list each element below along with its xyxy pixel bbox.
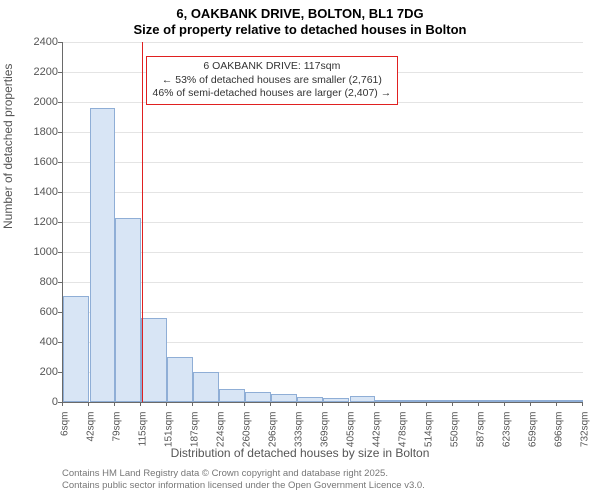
x-tick-mark	[296, 402, 297, 406]
histogram-bar	[531, 400, 557, 402]
y-tick-label: 1400	[18, 186, 58, 198]
callout-line-2: ← 53% of detached houses are smaller (2,…	[153, 74, 392, 88]
x-tick-mark	[374, 402, 375, 406]
histogram-bar	[90, 108, 116, 402]
histogram-bar	[479, 400, 505, 402]
histogram-bar	[453, 400, 479, 402]
x-tick-mark	[270, 402, 271, 406]
x-tick-mark	[530, 402, 531, 406]
y-tick-label: 2200	[18, 66, 58, 78]
x-tick-mark	[504, 402, 505, 406]
callout-line-3: 46% of semi-detached houses are larger (…	[153, 87, 392, 101]
y-tick-mark	[58, 162, 62, 163]
y-tick-label: 800	[18, 276, 58, 288]
x-tick-mark	[114, 402, 115, 406]
x-tick-mark	[582, 402, 583, 406]
y-tick-label: 400	[18, 336, 58, 348]
y-tick-label: 600	[18, 306, 58, 318]
histogram-bar	[219, 389, 245, 403]
y-tick-label: 1600	[18, 156, 58, 168]
histogram-bar	[141, 318, 167, 402]
histogram-bar	[401, 400, 427, 402]
y-axis-label: Number of detached properties	[1, 64, 15, 229]
x-tick-mark	[452, 402, 453, 406]
histogram-bar	[350, 396, 376, 402]
chart-title-main: 6, OAKBANK DRIVE, BOLTON, BL1 7DG	[0, 6, 600, 21]
histogram-bar	[245, 392, 271, 402]
histogram-bar	[297, 397, 323, 402]
histogram-bar	[505, 400, 531, 402]
y-tick-label: 1800	[18, 126, 58, 138]
y-tick-mark	[58, 222, 62, 223]
histogram-bar	[323, 398, 349, 402]
property-size-chart: 6, OAKBANK DRIVE, BOLTON, BL1 7DG Size o…	[0, 0, 600, 500]
y-tick-label: 2400	[18, 36, 58, 48]
footer-line-1: Contains HM Land Registry data © Crown c…	[62, 468, 425, 480]
x-tick-mark	[556, 402, 557, 406]
x-tick-mark	[244, 402, 245, 406]
x-tick-mark	[192, 402, 193, 406]
x-tick-mark	[426, 402, 427, 406]
footer-attribution: Contains HM Land Registry data © Crown c…	[62, 468, 425, 492]
footer-line-2: Contains public sector information licen…	[62, 480, 425, 492]
histogram-bar	[557, 400, 583, 402]
callout-line-1: 6 OAKBANK DRIVE: 117sqm	[153, 60, 392, 74]
histogram-bar	[375, 400, 401, 402]
x-tick-mark	[348, 402, 349, 406]
y-tick-label: 1200	[18, 216, 58, 228]
y-tick-mark	[58, 72, 62, 73]
x-tick-mark	[62, 402, 63, 406]
x-tick-mark	[166, 402, 167, 406]
x-tick-mark	[88, 402, 89, 406]
chart-title-sub: Size of property relative to detached ho…	[0, 22, 600, 37]
x-tick-mark	[322, 402, 323, 406]
x-tick-mark	[218, 402, 219, 406]
y-tick-label: 1000	[18, 246, 58, 258]
y-tick-mark	[58, 192, 62, 193]
x-axis-label: Distribution of detached houses by size …	[0, 446, 600, 460]
x-tick-mark	[400, 402, 401, 406]
callout-box: 6 OAKBANK DRIVE: 117sqm ← 53% of detache…	[146, 56, 399, 105]
y-tick-mark	[58, 102, 62, 103]
y-tick-mark	[58, 42, 62, 43]
histogram-bar	[167, 357, 193, 402]
histogram-bar	[193, 372, 219, 402]
y-tick-mark	[58, 312, 62, 313]
histogram-bar	[115, 218, 141, 403]
y-tick-mark	[58, 132, 62, 133]
histogram-bar	[427, 400, 453, 402]
y-tick-mark	[58, 372, 62, 373]
y-tick-label: 0	[18, 396, 58, 408]
x-tick-mark	[140, 402, 141, 406]
x-tick-mark	[478, 402, 479, 406]
histogram-bar	[63, 296, 89, 403]
y-tick-mark	[58, 252, 62, 253]
y-tick-mark	[58, 282, 62, 283]
y-tick-mark	[58, 342, 62, 343]
property-marker-line	[142, 42, 143, 402]
y-tick-label: 200	[18, 366, 58, 378]
y-tick-label: 2000	[18, 96, 58, 108]
histogram-bar	[271, 394, 297, 402]
